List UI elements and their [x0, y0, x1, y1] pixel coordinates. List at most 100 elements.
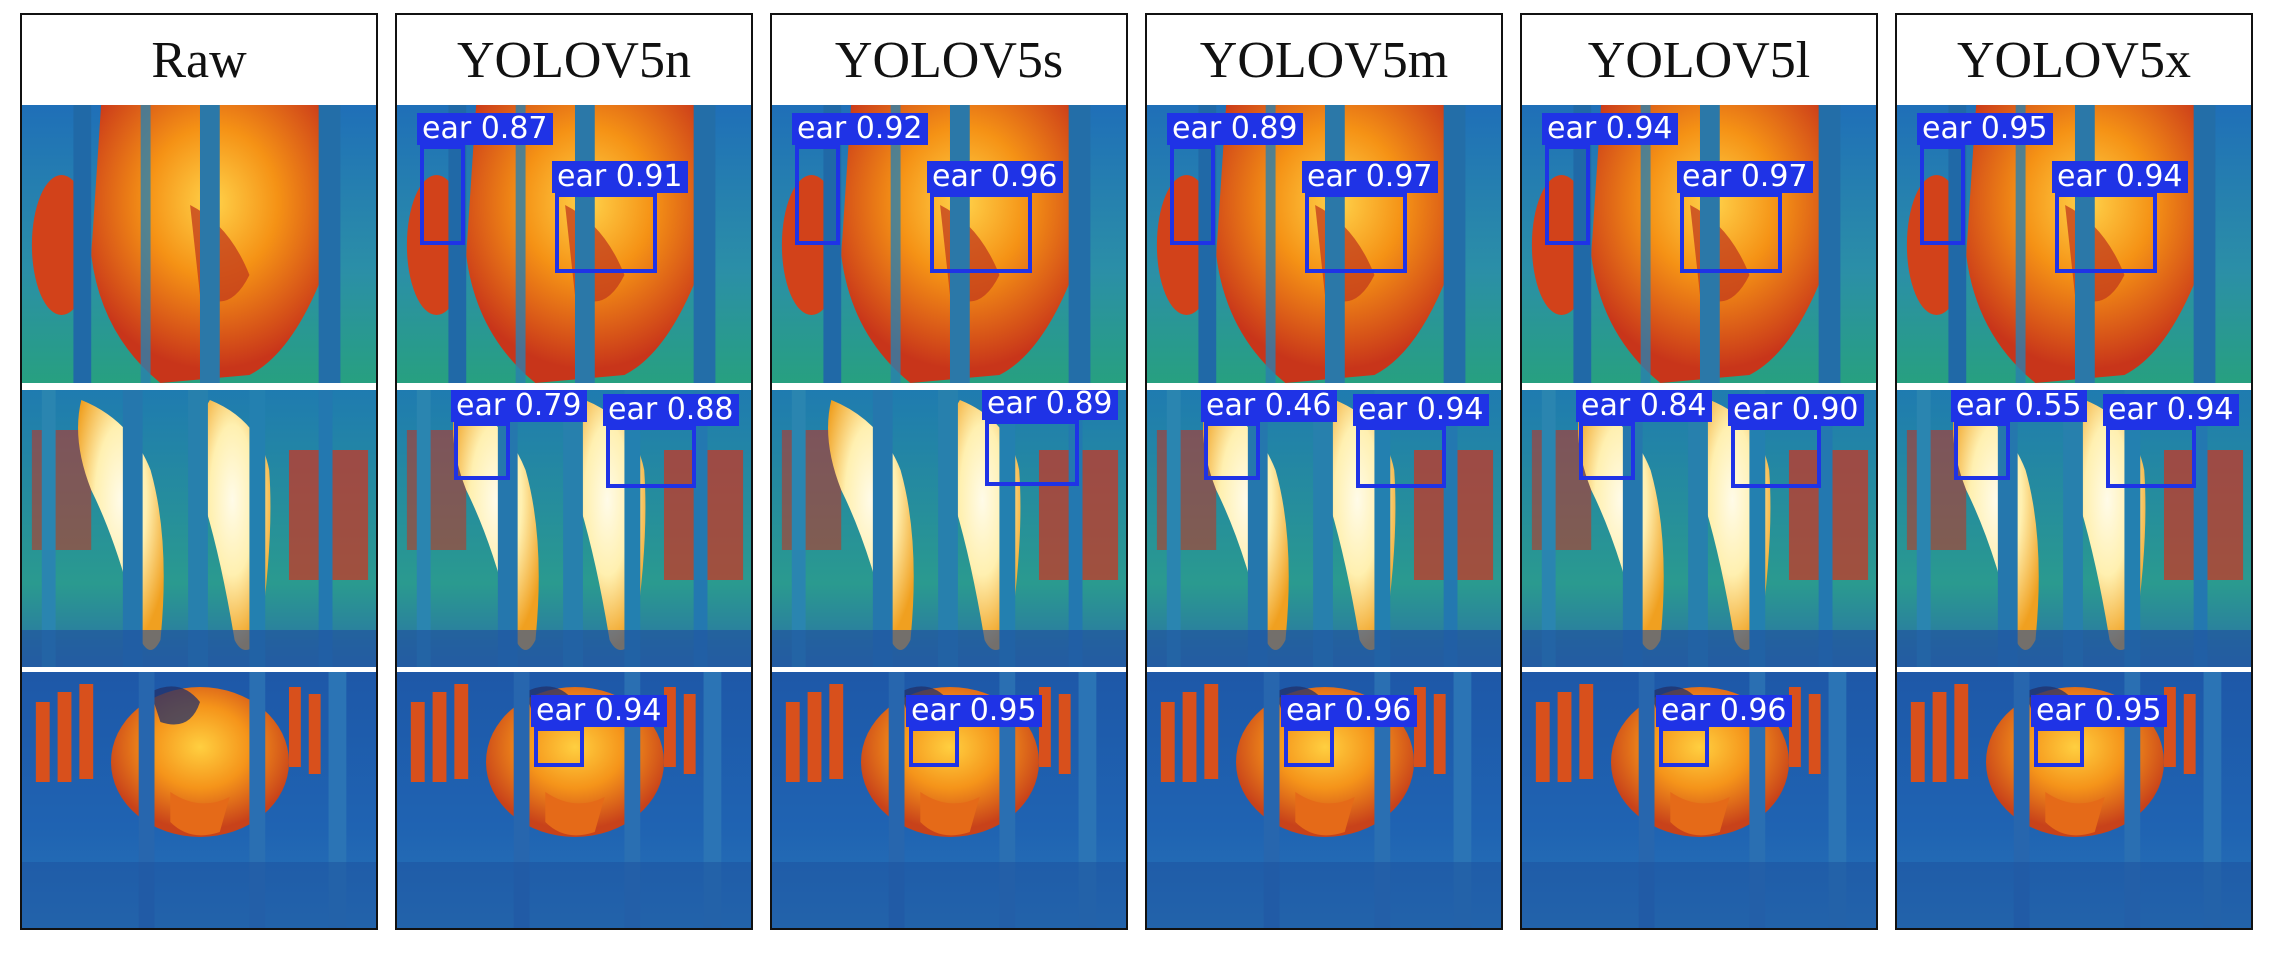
ear-detection: ear 0.97 — [1302, 161, 1438, 273]
detection-label: ear 0.89 — [1167, 113, 1303, 145]
bounding-box — [909, 727, 959, 767]
thermal-image-row-1 — [22, 105, 376, 383]
ear-detection: ear 0.96 — [1656, 695, 1792, 767]
ear-detection: ear 0.84 — [1576, 390, 1712, 480]
detection-label: ear 0.84 — [1576, 390, 1712, 422]
thermal-pig-image — [22, 390, 376, 667]
bounding-box — [1545, 145, 1590, 245]
detection-label: ear 0.55 — [1951, 390, 2087, 422]
thermal-image-row-2: ear 0.84 ear 0.90 — [1522, 390, 1876, 667]
thermal-images: ear 0.92 ear 0.96 ear 0.89 ear 0.95 — [772, 105, 1126, 928]
ear-detection: ear 0.89 — [982, 390, 1118, 486]
column-title: YOLOV5n — [457, 31, 691, 89]
ear-detection: ear 0.94 — [2052, 161, 2188, 273]
ear-detection: ear 0.90 — [1728, 394, 1864, 488]
column-title: YOLOV5l — [1587, 31, 1811, 89]
ear-detection: ear 0.94 — [2103, 394, 2239, 488]
thermal-image-row-3: ear 0.94 — [397, 672, 751, 928]
detection-label: ear 0.90 — [1728, 394, 1864, 426]
detection-label: ear 0.88 — [603, 394, 739, 426]
column-title: Raw — [151, 31, 247, 89]
detection-label: ear 0.94 — [1542, 113, 1678, 145]
detection-label: ear 0.95 — [906, 695, 1042, 727]
column-title: YOLOV5x — [1957, 31, 2191, 89]
detection-label: ear 0.96 — [1656, 695, 1792, 727]
column-yolov5l: YOLOV5l ear 0.94 ear 0.97 ear 0.84 ear 0.9… — [1520, 13, 1878, 930]
thermal-images: ear 0.89 ear 0.97 ear 0.46 ear 0.94 ear 0.… — [1147, 105, 1501, 928]
bounding-box — [1731, 426, 1821, 488]
bounding-box — [2034, 727, 2084, 767]
thermal-image-row-1: ear 0.94 ear 0.97 — [1522, 105, 1876, 383]
thermal-pig-image — [772, 672, 1126, 928]
thermal-image-row-2: ear 0.89 — [772, 390, 1126, 667]
thermal-image-row-2: ear 0.55 ear 0.94 — [1897, 390, 2251, 667]
ear-detection: ear 0.95 — [1917, 113, 2053, 245]
bounding-box — [795, 145, 840, 245]
bounding-box — [606, 426, 696, 488]
thermal-image-row-2 — [22, 390, 376, 667]
column-yolov5m: YOLOV5m ear 0.89 ear 0.97 ear 0.46 ear 0.9… — [1145, 13, 1503, 930]
ear-detection: ear 0.79 — [451, 390, 587, 480]
thermal-image-row-1: ear 0.95 ear 0.94 — [1897, 105, 2251, 383]
detection-label: ear 0.91 — [552, 161, 688, 193]
ear-detection: ear 0.96 — [927, 161, 1063, 273]
detection-label: ear 0.96 — [1281, 695, 1417, 727]
thermal-pig-image — [397, 390, 751, 667]
detection-label: ear 0.97 — [1677, 161, 1813, 193]
bounding-box — [1356, 426, 1446, 488]
thermal-image-row-3: ear 0.95 — [772, 672, 1126, 928]
bounding-box — [930, 193, 1032, 273]
thermal-image-row-1: ear 0.92 ear 0.96 — [772, 105, 1126, 383]
thermal-pig-image — [22, 672, 376, 928]
bounding-box — [454, 422, 510, 480]
column-yolov5n: YOLOV5n ear 0.87 ear 0.91 ear 0.79 ear 0.8… — [395, 13, 753, 930]
bounding-box — [2106, 426, 2196, 488]
thermal-pig-image — [772, 390, 1126, 667]
column-title: YOLOV5m — [1199, 31, 1449, 89]
thermal-image-row-3 — [22, 672, 376, 928]
ear-detection: ear 0.92 — [792, 113, 928, 245]
thermal-pig-image — [1147, 390, 1501, 667]
ear-detection: ear 0.94 — [531, 695, 667, 767]
bounding-box — [985, 420, 1079, 486]
thermal-pig-image — [1522, 672, 1876, 928]
thermal-pig-image — [1522, 390, 1876, 667]
ear-detection: ear 0.94 — [1353, 394, 1489, 488]
detection-label: ear 0.94 — [2052, 161, 2188, 193]
thermal-image-row-1: ear 0.89 ear 0.97 — [1147, 105, 1501, 383]
bounding-box — [1579, 422, 1635, 480]
detection-label: ear 0.94 — [2103, 394, 2239, 426]
bounding-box — [1659, 727, 1709, 767]
ear-detection: ear 0.91 — [552, 161, 688, 273]
column-title: YOLOV5s — [834, 31, 1064, 89]
ear-detection: ear 0.97 — [1677, 161, 1813, 273]
ear-detection: ear 0.88 — [603, 394, 739, 488]
ear-detection: ear 0.94 — [1542, 113, 1678, 245]
thermal-pig-image — [1897, 390, 2251, 667]
detection-label: ear 0.89 — [982, 390, 1118, 420]
detection-label: ear 0.95 — [2031, 695, 2167, 727]
detection-label: ear 0.94 — [1353, 394, 1489, 426]
bounding-box — [534, 727, 584, 767]
bounding-box — [2055, 193, 2157, 273]
thermal-images — [22, 105, 376, 928]
thermal-image-row-3: ear 0.96 — [1522, 672, 1876, 928]
column-raw: Raw — [20, 13, 378, 930]
thermal-image-row-2: ear 0.79 ear 0.88 — [397, 390, 751, 667]
detection-label: ear 0.46 — [1201, 390, 1337, 422]
column-yolov5x: YOLOV5x ear 0.95 ear 0.94 ear 0.55 ear 0.9… — [1895, 13, 2253, 930]
ear-detection: ear 0.87 — [417, 113, 553, 245]
ear-detection: ear 0.46 — [1201, 390, 1337, 480]
thermal-image-row-2: ear 0.46 ear 0.94 — [1147, 390, 1501, 667]
bounding-box — [1305, 193, 1407, 273]
detection-label: ear 0.95 — [1917, 113, 2053, 145]
bounding-box — [1204, 422, 1260, 480]
detection-label: ear 0.97 — [1302, 161, 1438, 193]
ear-detection: ear 0.95 — [906, 695, 1042, 767]
thermal-image-row-3: ear 0.95 — [1897, 672, 2251, 928]
detection-label: ear 0.92 — [792, 113, 928, 145]
thermal-images: ear 0.95 ear 0.94 ear 0.55 ear 0.94 ear 0.… — [1897, 105, 2251, 928]
bounding-box — [1170, 145, 1215, 245]
bounding-box — [1920, 145, 1965, 245]
bounding-box — [420, 145, 465, 245]
